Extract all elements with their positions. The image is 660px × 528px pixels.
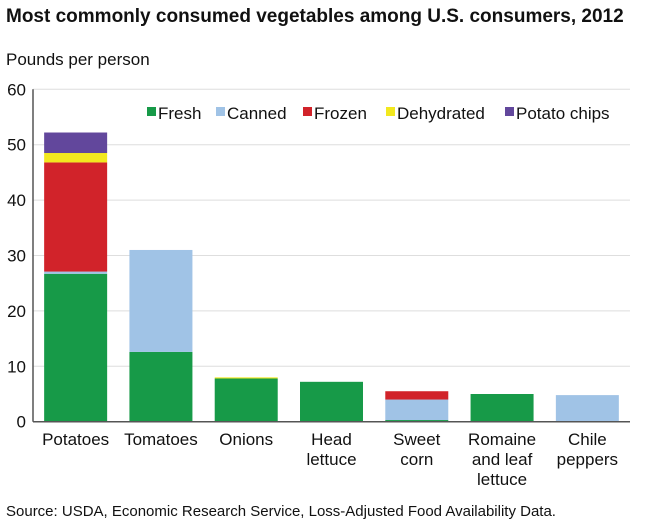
x-tick-label: peppers — [557, 450, 618, 469]
legend-swatch — [147, 107, 156, 116]
legend-swatch — [303, 107, 312, 116]
legend-swatch — [505, 107, 514, 116]
x-tick-label: Onions — [219, 430, 273, 449]
bar-segment-canned — [44, 271, 108, 274]
y-tick-label: 40 — [7, 191, 26, 210]
chart-title: Most commonly consumed vegetables among … — [6, 6, 624, 27]
legend-label: Fresh — [158, 104, 201, 123]
bar-segment-fresh — [214, 378, 278, 422]
bar-segment-dehydrated — [214, 377, 278, 379]
bar-segment-canned — [555, 395, 619, 422]
bar-segment-fresh — [385, 420, 449, 422]
y-axis-label: Pounds per person — [6, 50, 150, 69]
y-tick-label: 0 — [17, 413, 26, 432]
legend-label: Canned — [227, 104, 287, 123]
legend-label: Frozen — [314, 104, 367, 123]
bar-segment-frozen — [44, 162, 108, 272]
x-tick-label: Romaine — [468, 430, 536, 449]
x-tick-label: Chile — [568, 430, 607, 449]
x-tick-label: corn — [400, 450, 433, 469]
source-note: Source: USDA, Economic Research Service,… — [6, 503, 556, 520]
bar-segment-canned — [129, 249, 193, 352]
bar-segment-fresh — [470, 394, 534, 422]
x-tick-label: lettuce — [477, 470, 527, 489]
legend-label: Potato chips — [516, 104, 610, 123]
y-tick-label: 60 — [7, 80, 26, 99]
x-tick-label: Sweet — [393, 430, 441, 449]
x-tick-label: and leaf — [472, 450, 533, 469]
x-tick-label: Head — [311, 430, 352, 449]
x-tick-label: lettuce — [306, 450, 356, 469]
y-tick-label: 50 — [7, 136, 26, 155]
x-tick-label: Tomatoes — [124, 430, 198, 449]
bar-segment-fresh — [129, 351, 193, 422]
bar-segment-potato-chips — [44, 132, 108, 154]
legend-label: Dehydrated — [397, 104, 485, 123]
x-tick-label: Potatoes — [42, 430, 109, 449]
y-tick-label: 30 — [7, 247, 26, 266]
bar-segment-fresh — [44, 273, 108, 422]
legend-swatch — [386, 107, 395, 116]
y-tick-label: 10 — [7, 357, 26, 376]
y-tick-label: 20 — [7, 302, 26, 321]
legend-swatch — [216, 107, 225, 116]
bar-segment-canned — [385, 399, 449, 421]
bar-segment-frozen — [385, 391, 449, 400]
bar-segment-fresh — [300, 381, 363, 422]
bar-segment-dehydrated — [44, 153, 108, 163]
